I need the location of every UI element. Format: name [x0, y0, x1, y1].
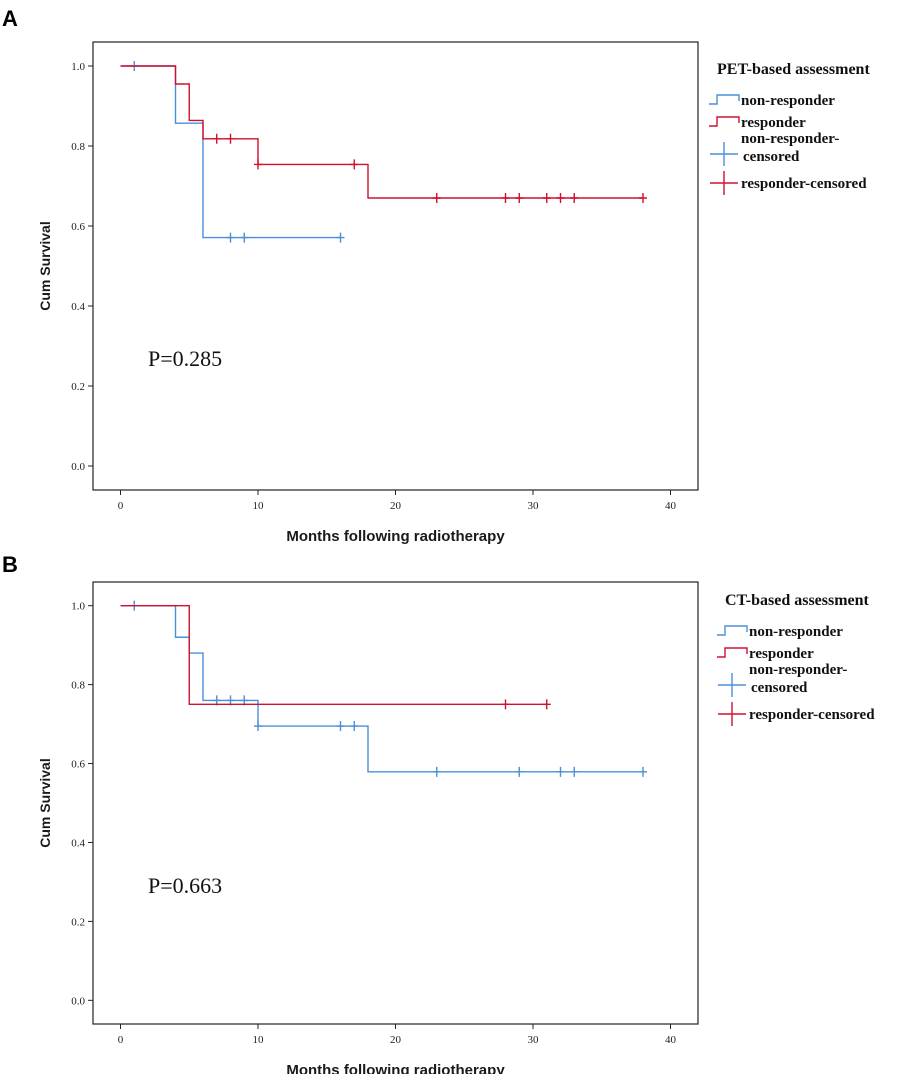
panel-label: A [2, 6, 18, 31]
y-tick-label: 1.0 [71, 61, 85, 73]
legend-line-icon [717, 625, 748, 636]
x-tick-label: 40 [665, 1034, 677, 1046]
y-tick-label: 0.2 [71, 916, 85, 928]
legend-censor-icon [718, 673, 746, 697]
chart-panel-b: B 0 10 20 30 40 0.0 0.2 0.4 0.6 0.8 1.0 Months follo… [2, 552, 875, 1074]
x-tick-label: 0 [118, 1034, 124, 1046]
plot-frame [92, 581, 699, 1025]
censor-mark-non-responder [639, 766, 647, 777]
censor-mark-non-responder [515, 766, 524, 777]
censor-mark-responder [432, 193, 441, 203]
censor-mark-non-responder [432, 766, 441, 777]
censor-mark-responder [254, 159, 262, 170]
p-value: P=0.663 [148, 873, 222, 898]
survival-line-non-responder [120, 65, 341, 239]
legend-censor-icon [710, 171, 738, 195]
y-tick-label: 0.0 [71, 461, 85, 473]
censor-mark-non-responder [570, 766, 579, 777]
censor-mark-responder [542, 699, 551, 710]
censor-mark-non-responder [226, 232, 235, 243]
censor-mark-non-responder [350, 721, 359, 732]
y-tick-label: 0.6 [71, 221, 85, 233]
x-axis-label: Months following radiotherapy [286, 1062, 505, 1074]
censor-mark-non-responder [254, 721, 262, 732]
censor-mark-responder [350, 159, 359, 170]
legend: PET-based assessment non-responder respond… [709, 61, 870, 195]
censor-mark-non-responder [556, 766, 565, 777]
censor-mark-responder [639, 193, 647, 203]
censor-mark-responder [501, 193, 510, 203]
legend-label: responder-censored [749, 707, 875, 723]
legend-line-icon [709, 94, 740, 105]
y-tick-label: 0.6 [71, 759, 85, 771]
legend-label: responder-censored [741, 176, 867, 192]
x-tick-label: 0 [118, 500, 124, 512]
censor-mark-responder [515, 193, 524, 203]
y-tick-label: 0.8 [71, 141, 85, 153]
survival-line-responder [120, 604, 547, 706]
legend-censor-icon [718, 702, 746, 726]
x-tick-label: 30 [528, 500, 540, 512]
censor-mark-non-responder [240, 232, 249, 243]
x-tick-label: 10 [253, 500, 265, 512]
y-axis-label: Cum Survival [37, 758, 53, 847]
y-tick-label: 0.2 [71, 381, 85, 393]
y-tick-label: 0.4 [71, 837, 85, 849]
chart-panel-a: A 0 10 20 30 40 0.0 0.2 0.4 0.6 0.8 1.0 Months follo… [2, 6, 870, 545]
legend-label: responder [749, 646, 814, 662]
survival-line-non-responder [120, 604, 643, 773]
x-tick-label: 20 [390, 500, 402, 512]
legend-line-icon [717, 647, 748, 658]
censor-mark-responder [556, 193, 565, 203]
p-value: P=0.285 [148, 346, 222, 371]
x-tick-label: 10 [253, 1034, 265, 1046]
legend-label: non-responder [741, 93, 835, 109]
legend-title: CT-based assessment [725, 592, 870, 609]
censor-mark-non-responder [336, 721, 345, 732]
legend-censor-icon [710, 142, 738, 166]
y-tick-label: 0.4 [71, 301, 85, 313]
censor-mark-responder [501, 699, 510, 710]
censor-mark-responder [226, 133, 235, 144]
censor-mark-responder [570, 193, 579, 203]
x-tick-label: 20 [390, 1034, 402, 1046]
censor-mark-responder [212, 133, 221, 144]
panel-label: B [2, 552, 18, 577]
censor-mark-responder [542, 193, 551, 203]
y-tick-label: 0.0 [71, 995, 85, 1007]
legend-title: PET-based assessment [717, 61, 870, 78]
x-tick-label: 30 [528, 1034, 540, 1046]
y-axis-label: Cum Survival [37, 221, 53, 310]
x-tick-label: 40 [665, 500, 677, 512]
plot-frame [92, 41, 699, 491]
censor-mark-non-responder [336, 232, 345, 243]
legend-label: non-responder-censored [749, 662, 847, 696]
legend-line-icon [709, 116, 740, 127]
y-tick-label: 0.8 [71, 680, 85, 692]
y-tick-label: 1.0 [71, 601, 85, 613]
survival-line-responder [120, 65, 643, 199]
x-axis-label: Months following radiotherapy [286, 528, 505, 545]
legend-label: non-responder-censored [741, 131, 839, 165]
legend-label: responder [741, 115, 806, 131]
legend-label: non-responder [749, 624, 843, 640]
legend: CT-based assessment non-responder responde… [717, 592, 875, 726]
